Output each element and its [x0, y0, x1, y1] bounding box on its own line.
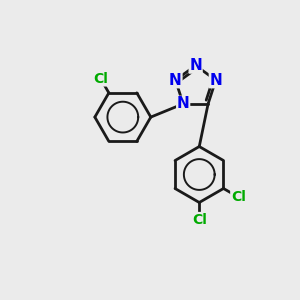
Text: Cl: Cl	[93, 72, 108, 86]
Text: Cl: Cl	[231, 190, 246, 204]
Text: N: N	[177, 96, 190, 111]
Text: N: N	[189, 58, 202, 73]
Text: N: N	[169, 73, 182, 88]
Text: Cl: Cl	[192, 213, 207, 226]
Text: N: N	[209, 73, 222, 88]
